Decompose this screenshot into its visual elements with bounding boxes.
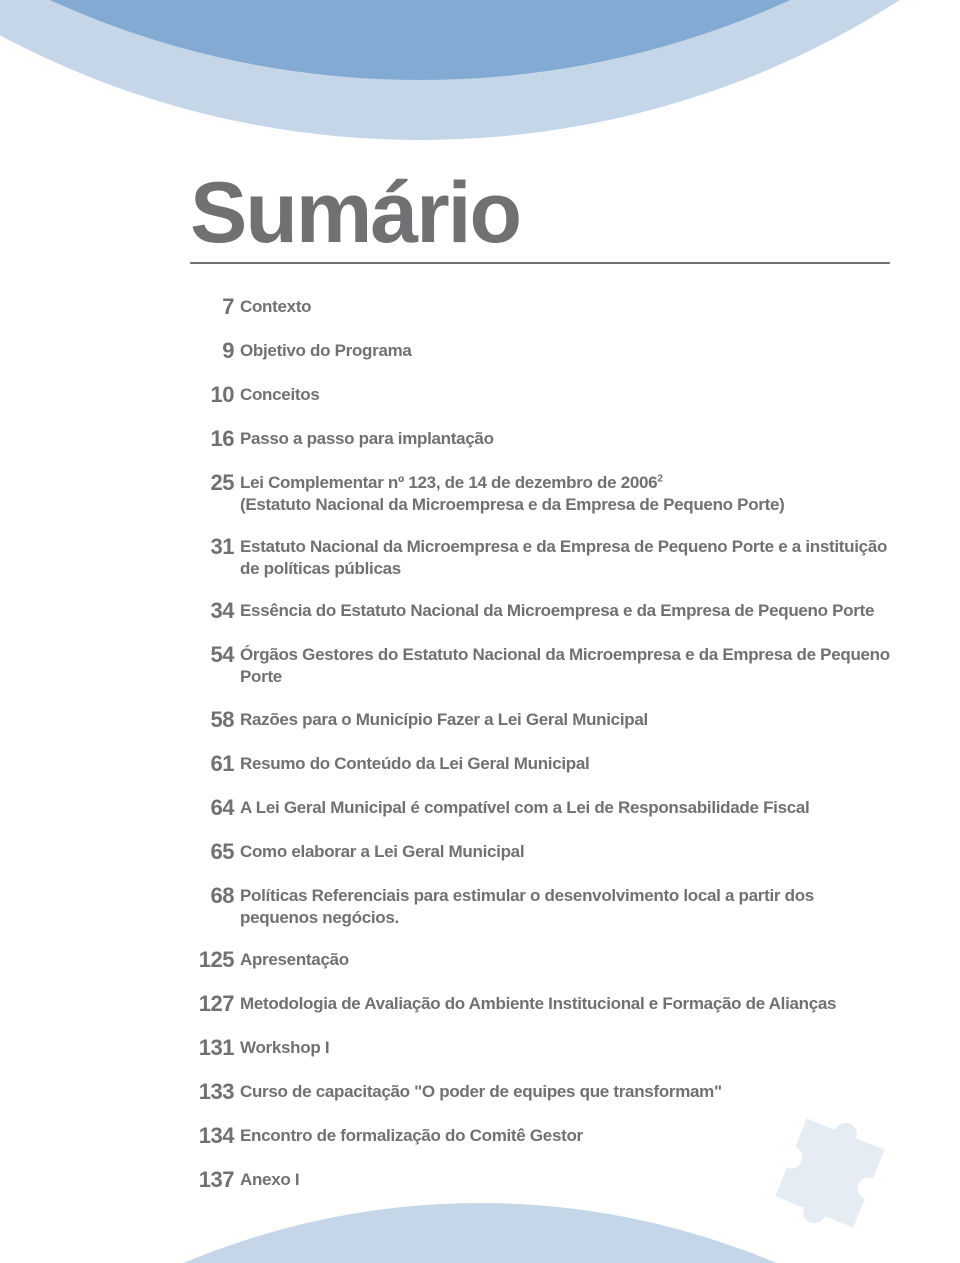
toc-label: Metodologia de Avaliação do Ambiente Ins…: [240, 991, 836, 1015]
toc-page-number: 133: [190, 1079, 240, 1105]
table-of-contents: 7Contexto9Objetivo do Programa10Conceito…: [190, 294, 890, 1193]
toc-label: Contexto: [240, 294, 311, 318]
toc-page-number: 137: [190, 1167, 240, 1193]
toc-row: 64A Lei Geral Municipal é compatível com…: [190, 795, 890, 821]
toc-label: Órgãos Gestores do Estatuto Nacional da …: [240, 642, 890, 688]
toc-label: Curso de capacitação "O poder de equipes…: [240, 1079, 722, 1103]
toc-label: Workshop I: [240, 1035, 329, 1059]
toc-page-number: 127: [190, 991, 240, 1017]
toc-row: 137Anexo I: [190, 1167, 890, 1193]
toc-row: 34Essência do Estatuto Nacional da Micro…: [190, 598, 890, 624]
toc-page-number: 54: [190, 642, 240, 668]
toc-row: 16Passo a passo para implantação: [190, 426, 890, 452]
toc-label: Anexo I: [240, 1167, 299, 1191]
toc-label: Essência do Estatuto Nacional da Microem…: [240, 598, 874, 622]
toc-label: Estatuto Nacional da Microempresa e da E…: [240, 534, 890, 580]
toc-label: Como elaborar a Lei Geral Municipal: [240, 839, 524, 863]
toc-label: Razões para o Município Fazer a Lei Gera…: [240, 707, 648, 731]
toc-row: 125Apresentação: [190, 947, 890, 973]
toc-page-number: 16: [190, 426, 240, 452]
toc-label: Objetivo do Programa: [240, 338, 412, 362]
toc-label: Conceitos: [240, 382, 319, 406]
toc-row: 65Como elaborar a Lei Geral Municipal: [190, 839, 890, 865]
toc-row: 10Conceitos: [190, 382, 890, 408]
toc-page-number: 64: [190, 795, 240, 821]
toc-row: 61Resumo do Conteúdo da Lei Geral Munici…: [190, 751, 890, 777]
page-title: Sumário: [190, 170, 890, 264]
toc-row: 25Lei Complementar nº 123, de 14 de deze…: [190, 470, 890, 516]
toc-row: 131Workshop I: [190, 1035, 890, 1061]
content: Sumário 7Contexto9Objetivo do Programa10…: [190, 170, 890, 1211]
trailing-dot: .: [395, 908, 399, 927]
page: Sumário 7Contexto9Objetivo do Programa10…: [0, 0, 960, 1263]
toc-page-number: 125: [190, 947, 240, 973]
toc-page-number: 7: [190, 294, 240, 320]
toc-page-number: 9: [190, 338, 240, 364]
toc-label: Passo a passo para implantação: [240, 426, 494, 450]
toc-row: 54Órgãos Gestores do Estatuto Nacional d…: [190, 642, 890, 688]
toc-page-number: 61: [190, 751, 240, 777]
toc-row: 68Políticas Referenciais para estimular …: [190, 883, 890, 929]
toc-page-number: 25: [190, 470, 240, 496]
toc-label: Políticas Referenciais para estimular o …: [240, 883, 890, 929]
toc-label: Lei Complementar nº 123, de 14 de dezemb…: [240, 470, 785, 516]
toc-page-number: 10: [190, 382, 240, 408]
toc-sublabel: (Estatuto Nacional da Microempresa e da …: [240, 494, 785, 516]
toc-row: 7Contexto: [190, 294, 890, 320]
toc-page-number: 134: [190, 1123, 240, 1149]
toc-label: Resumo do Conteúdo da Lei Geral Municipa…: [240, 751, 589, 775]
toc-row: 31Estatuto Nacional da Microempresa e da…: [190, 534, 890, 580]
toc-page-number: 58: [190, 707, 240, 733]
toc-row: 134Encontro de formalização do Comitê Ge…: [190, 1123, 890, 1149]
toc-row: 58Razões para o Município Fazer a Lei Ge…: [190, 707, 890, 733]
toc-page-number: 131: [190, 1035, 240, 1061]
footnote-marker: 2: [657, 473, 662, 484]
toc-page-number: 65: [190, 839, 240, 865]
toc-row: 9Objetivo do Programa: [190, 338, 890, 364]
toc-page-number: 31: [190, 534, 240, 560]
toc-row: 127Metodologia de Avaliação do Ambiente …: [190, 991, 890, 1017]
toc-page-number: 34: [190, 598, 240, 624]
toc-page-number: 68: [190, 883, 240, 909]
toc-label: A Lei Geral Municipal é compatível com a…: [240, 795, 809, 819]
toc-label: Encontro de formalização do Comitê Gesto…: [240, 1123, 583, 1147]
toc-row: 133Curso de capacitação "O poder de equi…: [190, 1079, 890, 1105]
toc-label: Apresentação: [240, 947, 349, 971]
